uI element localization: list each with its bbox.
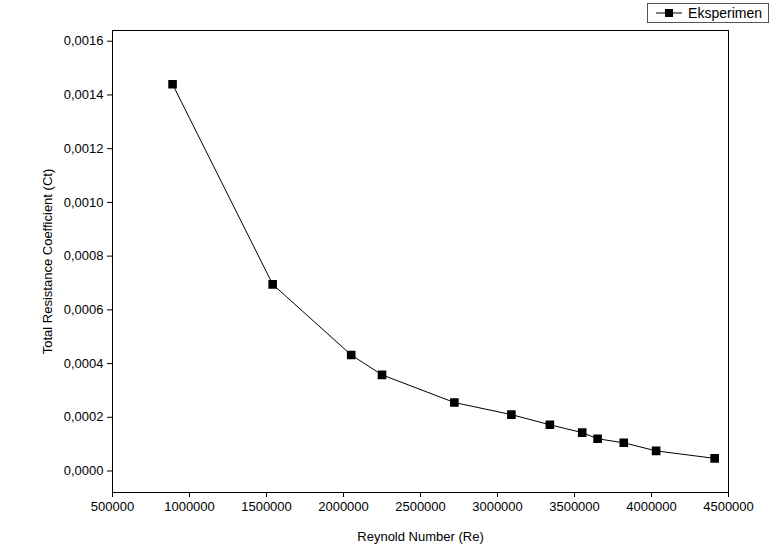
svg-text:0,0006: 0,0006 — [64, 302, 104, 317]
svg-text:4000000: 4000000 — [626, 499, 677, 514]
svg-text:2500000: 2500000 — [395, 499, 446, 514]
svg-text:0,0012: 0,0012 — [64, 141, 104, 156]
svg-text:1500000: 1500000 — [241, 499, 292, 514]
svg-text:0,0002: 0,0002 — [64, 409, 104, 424]
svg-text:2000000: 2000000 — [318, 499, 369, 514]
svg-text:500000: 500000 — [91, 499, 134, 514]
svg-text:0,0010: 0,0010 — [64, 195, 104, 210]
svg-text:0,0008: 0,0008 — [64, 248, 104, 263]
svg-text:Reynold Number (Re): Reynold Number (Re) — [357, 529, 483, 544]
svg-text:Total Resistance Coefficient (: Total Resistance Coefficient (Ct) — [40, 169, 55, 354]
svg-text:0,0004: 0,0004 — [64, 356, 104, 371]
svg-text:0,0000: 0,0000 — [64, 463, 104, 478]
html-text:Eksperimen: Eksperimen — [688, 5, 762, 21]
svg-text:3000000: 3000000 — [472, 499, 523, 514]
svg-text:4500000: 4500000 — [703, 499, 754, 514]
svg-text:1000000: 1000000 — [164, 499, 215, 514]
svg-text:0,0016: 0,0016 — [64, 33, 104, 48]
svg-text:3500000: 3500000 — [549, 499, 600, 514]
svg-text:0,0014: 0,0014 — [64, 87, 104, 102]
